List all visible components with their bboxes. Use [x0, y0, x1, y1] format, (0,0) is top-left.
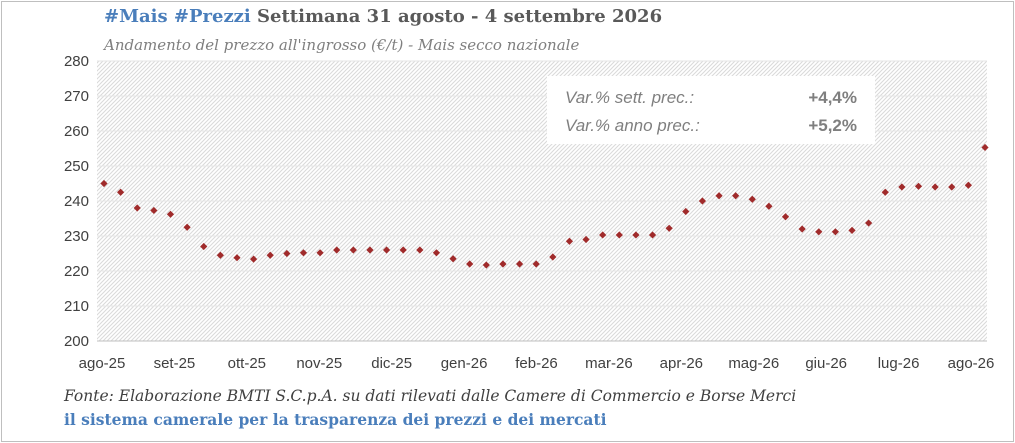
y-tick-label: 200	[64, 333, 89, 350]
data-point	[748, 195, 756, 203]
x-tick-label: lug-26	[878, 355, 920, 372]
data-point	[366, 246, 374, 254]
data-point	[250, 255, 258, 263]
x-tick-label: gen-26	[441, 355, 488, 372]
data-point	[499, 260, 507, 268]
data-point	[914, 182, 923, 190]
y-axis: 200 210 220 230 240 250 260 270 280	[64, 53, 89, 350]
y-tick-label: 240	[64, 193, 89, 210]
x-tick-label: apr-26	[660, 355, 703, 372]
x-tick-label: ago-26	[948, 355, 995, 372]
data-point	[316, 249, 324, 257]
y-tick-label: 210	[64, 298, 89, 315]
data-point	[798, 225, 806, 233]
chart-subtitle: Andamento del prezzo all'ingrosso (€/t) …	[104, 36, 580, 54]
data-point	[382, 246, 391, 254]
data-point	[200, 242, 208, 251]
data-point	[150, 206, 158, 215]
data-point	[682, 207, 690, 216]
data-point	[117, 188, 125, 196]
x-tick-label: dic-25	[371, 355, 412, 372]
x-tick-label: mar-26	[585, 355, 633, 372]
y-tick-label: 280	[64, 53, 89, 70]
data-point	[698, 197, 707, 205]
data-point	[399, 246, 407, 254]
data-point	[898, 183, 906, 191]
y-tick-label: 270	[64, 88, 89, 105]
y-tick-label: 260	[64, 123, 89, 140]
x-axis: ago-25 set-25 ott-25 nov-25 dic-25 gen-26 feb-…	[79, 355, 995, 372]
slogan: il sistema camerale per la trasparenza d…	[64, 410, 607, 429]
y-tick-label: 250	[64, 158, 89, 175]
x-tick-label: ago-25	[79, 355, 126, 372]
data-point	[665, 224, 673, 232]
data-point	[283, 249, 291, 258]
data-point	[333, 246, 341, 254]
data-point	[166, 210, 175, 218]
yearly-variation-value: +5,2%	[808, 116, 857, 135]
title-tags: #Mais #Prezzi	[104, 6, 251, 27]
y-tick-label: 220	[64, 263, 89, 280]
weekly-variation-label: Var.% sett. prec.:	[565, 88, 694, 107]
data-point	[449, 255, 457, 263]
data-point	[416, 246, 424, 254]
data-point	[881, 188, 889, 196]
data-point	[515, 260, 524, 268]
data-point	[815, 228, 823, 236]
data-point	[632, 231, 640, 239]
data-point	[549, 253, 557, 261]
data-point	[715, 192, 723, 200]
data-point	[100, 179, 108, 188]
data-point	[931, 183, 939, 191]
data-point	[266, 251, 274, 259]
data-point	[948, 183, 956, 191]
data-point	[599, 231, 607, 239]
data-point	[848, 226, 856, 234]
data-point	[133, 204, 141, 212]
x-tick-label: ott-25	[228, 355, 266, 372]
x-tick-label: nov-25	[296, 355, 342, 372]
chart-title: #Mais #Prezzi Settimana 31 agosto - 4 se…	[104, 6, 662, 27]
data-point	[482, 261, 490, 269]
data-point	[299, 249, 308, 257]
data-point	[432, 249, 441, 257]
data-point	[964, 181, 972, 189]
x-tick-label: mag-26	[728, 355, 779, 372]
y-tick-label: 230	[64, 228, 89, 245]
data-point	[582, 235, 590, 244]
data-point	[532, 260, 540, 268]
data-point	[349, 246, 357, 254]
data-point	[732, 192, 740, 200]
data-point	[831, 228, 839, 236]
price-series	[100, 143, 989, 269]
title-week: Settimana 31 agosto - 4 settembre 2026	[257, 6, 663, 27]
data-point	[216, 251, 224, 259]
source-note: Fonte: Elaborazione BMTI S.C.p.A. su dat…	[64, 387, 797, 405]
data-point	[565, 237, 574, 245]
data-point	[648, 231, 657, 239]
x-tick-label: giu-26	[805, 355, 847, 372]
weekly-variation-value: +4,4%	[808, 88, 857, 107]
data-point	[865, 219, 873, 227]
data-point	[765, 202, 773, 210]
variation-box: Var.% sett. prec.: +4,4% Var.% anno prec…	[547, 76, 875, 144]
variation-box-bg	[547, 76, 875, 144]
data-point	[183, 223, 191, 231]
data-point	[466, 260, 474, 268]
yearly-variation-label: Var.% anno prec.:	[565, 116, 700, 135]
data-point	[781, 213, 790, 221]
data-point	[981, 143, 989, 152]
data-point	[615, 231, 623, 239]
data-point	[233, 254, 241, 262]
x-tick-label: set-25	[154, 355, 196, 372]
x-tick-label: feb-26	[515, 355, 558, 372]
